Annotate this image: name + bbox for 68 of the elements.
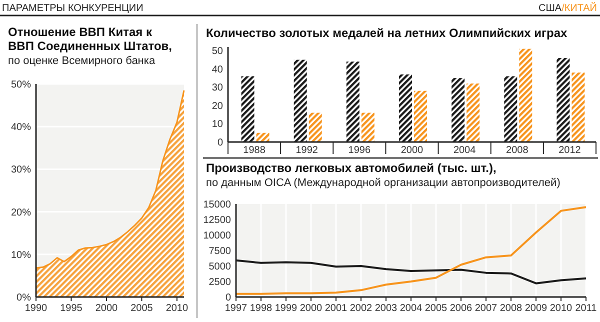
y-tick-label: 7500 (208, 246, 232, 257)
bar (504, 76, 518, 142)
bar (241, 76, 254, 142)
x-tick-label: 2002 (350, 303, 373, 314)
bar (308, 112, 322, 142)
x-tick-label: 1997 (224, 303, 248, 314)
bar (256, 132, 270, 142)
x-tick-label: 1996 (348, 145, 371, 156)
x-tick-label: 2001 (324, 303, 348, 314)
y-tick-label: 0 (225, 292, 232, 304)
x-tick-label: 1995 (60, 303, 83, 314)
bar (414, 90, 427, 142)
x-tick-label: 2007 (474, 303, 498, 314)
y-tick-label: 50% (10, 80, 32, 90)
x-tick-label: 2009 (524, 303, 548, 314)
bar (294, 60, 307, 142)
x-tick-label: 2005 (130, 303, 154, 314)
x-tick-label: 2005 (424, 303, 448, 314)
x-tick-label: 2008 (500, 303, 523, 314)
bar (466, 84, 480, 142)
x-tick-label: 2006 (450, 303, 473, 314)
y-tick-label: 5000 (208, 262, 232, 272)
bar (452, 78, 465, 142)
x-tick-label: 2010 (166, 303, 189, 314)
y-tick-label: 20% (10, 207, 32, 218)
y-tick-label: 10 (212, 119, 224, 130)
chart-title: Производство легковых автомобилей (тыс. шт.), (206, 161, 496, 175)
y-tick-label: 0% (16, 292, 32, 304)
y-tick-label: 50 (212, 46, 224, 58)
y-tick-label: 12500 (203, 215, 232, 226)
x-tick-label: 2008 (506, 145, 529, 156)
y-tick-label: 10% (10, 250, 32, 261)
x-tick-label: 2000 (95, 303, 118, 314)
text: США/КИТАЙ (538, 1, 597, 14)
bar (399, 74, 412, 142)
x-tick-label: 1999 (274, 303, 298, 314)
bar (556, 58, 570, 142)
x-tick-label: 2000 (400, 145, 424, 156)
bar (519, 48, 532, 142)
chart-subtitle: по данным OICA (Международной организации автопроизводителей) (206, 177, 560, 189)
x-tick-label: 2000 (300, 303, 323, 314)
y-tick-label: 40 (212, 64, 224, 76)
text: ПАРАМЕТРЫ КОНКУРЕНЦИИ (2, 3, 144, 14)
y-tick-label: 20 (212, 100, 224, 112)
x-tick-label: 2004 (400, 303, 423, 314)
x-tick-label: 1988 (243, 145, 266, 156)
y-tick-label: 2500 (208, 277, 232, 288)
y-tick-label: 0 (217, 138, 224, 148)
y-tick-label: 15000 (203, 200, 232, 210)
x-tick-label: 2004 (453, 145, 476, 156)
chart-subtitle: по оценке Всемирного банка (8, 55, 156, 67)
line-series (235, 206, 587, 295)
x-tick-label: 2003 (374, 303, 398, 314)
x-tick-label: 2012 (558, 145, 582, 156)
bar (346, 62, 360, 142)
x-tick-label: 1992 (296, 145, 318, 156)
chart-title: Отношение ВВП Китая к ВВП Соединенных Штатов, (8, 25, 172, 53)
x-tick-label: 2010 (550, 303, 573, 314)
y-tick-label: 30% (10, 164, 32, 176)
y-tick-label: 40% (10, 122, 32, 134)
x-tick-label: 1990 (24, 303, 48, 314)
chart-title: Количество золотых медалей на летних Олимпийских играх (206, 26, 568, 40)
bar (572, 72, 585, 142)
bar (361, 112, 374, 142)
x-tick-label: 2011 (575, 303, 598, 314)
y-tick-label: 30 (212, 82, 224, 94)
x-tick-label: 1998 (250, 303, 273, 314)
y-tick-label: 10000 (203, 230, 232, 242)
